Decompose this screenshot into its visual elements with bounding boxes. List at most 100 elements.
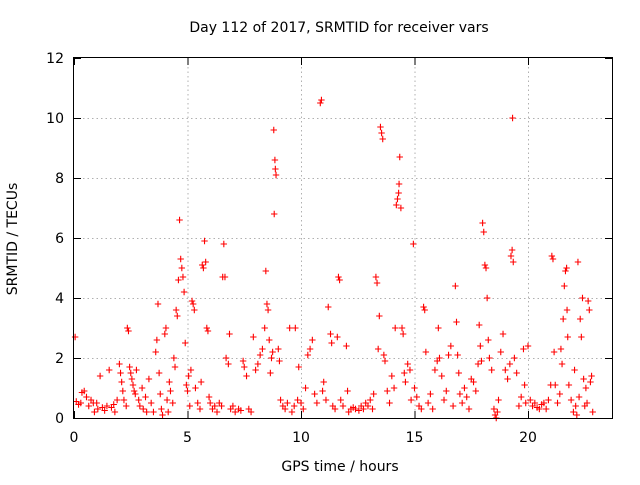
data-point-0-185 [379,135,386,143]
data-point-0-160 [334,333,341,341]
data-point-0-247 [483,294,491,302]
data-point-0-131 [276,357,283,365]
data-point-0-71 [183,381,190,389]
data-point-0-153 [320,378,327,386]
data-point-0-190 [388,372,396,380]
data-point-0-286 [552,381,559,389]
data-point-0-11 [93,399,100,407]
data-point-0-275 [531,399,539,407]
data-point-0-93 [213,408,221,416]
data-point-0-313 [586,306,593,314]
data-point-0-272 [524,342,532,350]
data-point-0-312 [584,297,592,305]
data-point-0-29 [125,327,132,335]
data-point-0-316 [589,408,596,416]
data-point-0-19 [110,401,117,408]
data-point-0-235 [465,405,473,413]
data-point-0-194 [394,195,401,203]
data-point-0-70 [182,339,189,347]
data-point-0-260 [506,360,514,368]
data-point-0-129 [272,171,280,179]
data-point-0-213 [422,348,430,356]
data-point-0-193 [393,201,400,209]
data-point-0-79 [192,384,199,392]
data-point-0-21 [113,396,121,404]
x-tick-label-3: 15 [406,430,424,446]
data-point-0-298 [567,396,575,404]
data-point-0-288 [556,390,563,398]
data-point-0-297 [565,381,573,389]
data-point-0-30 [126,363,133,371]
y-tick-label-6: 12 [46,51,64,67]
data-point-0-257 [499,330,507,338]
data-point-0-15 [101,407,108,414]
data-point-0-152 [319,387,326,395]
data-point-0-104 [231,408,239,416]
data-point-0-69 [180,288,188,296]
data-point-0-24 [118,378,125,386]
data-point-0-49 [155,369,163,377]
data-point-0-100 [225,360,232,368]
data-point-0-230 [455,369,462,377]
data-point-0-238 [472,387,479,395]
data-point-0-95 [218,402,225,410]
data-point-0-178 [370,390,377,398]
data-point-0-283 [548,252,556,260]
data-point-0-284 [549,255,557,263]
data-point-0-301 [572,402,579,410]
data-point-0-47 [153,336,161,344]
data-point-0-44 [147,399,155,407]
data-point-0-124 [269,348,276,356]
data-point-0-259 [504,375,511,383]
data-point-0-126 [271,210,278,218]
data-point-0-41 [142,393,149,401]
x-tick-label-2: 10 [292,430,310,446]
data-point-0-270 [521,381,528,389]
data-point-0-187 [381,357,389,365]
data-point-0-88 [204,327,212,335]
data-point-0-234 [463,393,470,401]
data-point-0-128 [272,165,279,173]
y-tick-label-0: 0 [55,411,64,427]
data-point-0-151 [318,96,325,104]
data-point-0-143 [300,405,307,413]
data-point-0-157 [328,339,335,347]
data-point-0-156 [327,330,334,338]
data-point-0-48 [154,300,162,308]
data-point-0-67 [178,264,186,272]
data-point-0-290 [558,360,566,368]
data-point-0-184 [378,129,385,137]
data-point-0-285 [550,348,558,356]
data-point-0-148 [311,390,318,398]
data-point-0-195 [395,189,402,197]
data-point-0-161 [335,273,342,281]
data-point-0-36 [133,366,140,374]
data-point-0-53 [161,330,169,338]
data-point-0-116 [259,345,266,353]
data-point-0-233 [461,384,468,392]
data-point-0-17 [105,366,113,374]
data-point-0-54 [162,324,170,332]
data-point-0-164 [339,402,347,410]
data-point-0-118 [262,267,270,275]
data-point-0-264 [510,258,517,266]
data-point-0-109 [243,372,250,380]
data-point-0-103 [229,402,237,410]
data-point-0-244 [480,228,487,236]
data-point-0-66 [177,255,184,263]
data-point-0-315 [588,372,595,380]
data-point-0-295 [563,306,571,314]
chart-title: Day 112 of 2017, SRMTID for receiver var… [189,20,488,36]
data-point-0-196 [395,180,403,188]
data-point-0-147 [309,336,316,344]
data-point-0-254 [494,408,501,416]
data-point-0-141 [295,363,302,371]
data-point-0-142 [297,399,305,407]
data-point-0-115 [256,351,264,359]
data-point-0-97 [220,240,228,248]
data-point-0-73 [185,372,192,380]
y-tick-label-5: 10 [46,111,64,127]
data-point-0-7 [85,402,92,410]
data-point-0-227 [452,282,459,290]
data-point-0-206 [410,240,417,248]
